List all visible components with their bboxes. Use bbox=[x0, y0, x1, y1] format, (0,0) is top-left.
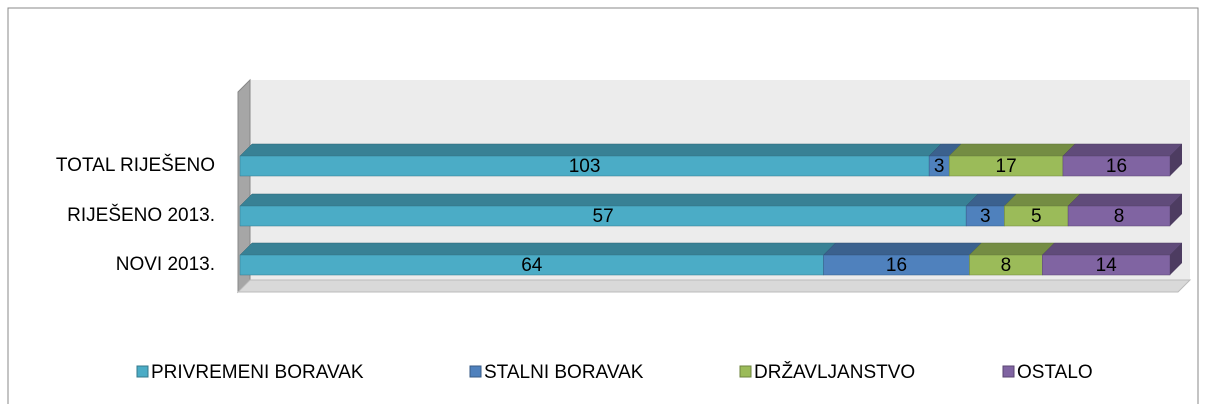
value-label: 8 bbox=[1001, 255, 1012, 276]
floor bbox=[236, 279, 1192, 293]
category-label: TOTAL RIJEŠENO bbox=[56, 154, 215, 176]
legend-label: OSTALO bbox=[1017, 362, 1093, 383]
value-label: 3 bbox=[934, 156, 945, 177]
value-label: 16 bbox=[1106, 156, 1127, 177]
bar-top bbox=[239, 143, 942, 157]
value-label: 57 bbox=[593, 206, 614, 227]
chart-border bbox=[7, 7, 1199, 404]
legend-swatch bbox=[469, 365, 482, 378]
legend-swatch bbox=[739, 365, 752, 378]
bar-top bbox=[239, 242, 837, 256]
legend-swatch bbox=[136, 365, 149, 378]
value-label: 14 bbox=[1096, 255, 1118, 276]
legend-label: PRIVREMENI BORAVAK bbox=[151, 362, 364, 383]
value-label: 3 bbox=[980, 206, 991, 227]
bar-end bbox=[1170, 243, 1182, 275]
bar-end bbox=[1170, 144, 1182, 176]
bar-end bbox=[1170, 194, 1182, 226]
legend-label: STALNI BORAVAK bbox=[484, 362, 644, 383]
value-label: 5 bbox=[1031, 206, 1042, 227]
category-label: RIJEŠENO 2013. bbox=[67, 204, 215, 226]
value-label: 103 bbox=[569, 156, 601, 177]
value-label: 8 bbox=[1114, 206, 1125, 227]
legend-swatch bbox=[1002, 365, 1015, 378]
bar-top bbox=[239, 193, 979, 207]
legend-label: DRŽAVLJANSTVO bbox=[754, 361, 915, 383]
bar-top bbox=[1041, 242, 1183, 256]
bar-top bbox=[1062, 143, 1183, 157]
bar-top bbox=[822, 242, 983, 256]
value-label: 64 bbox=[521, 255, 543, 276]
bar-top bbox=[1067, 193, 1183, 207]
value-label: 17 bbox=[996, 156, 1017, 177]
value-label: 16 bbox=[886, 255, 907, 276]
category-label: NOVI 2013. bbox=[116, 254, 215, 275]
bar-top bbox=[1003, 193, 1081, 207]
back-wall bbox=[250, 80, 1190, 280]
bar-top bbox=[968, 242, 1055, 256]
bar-top bbox=[948, 143, 1076, 157]
